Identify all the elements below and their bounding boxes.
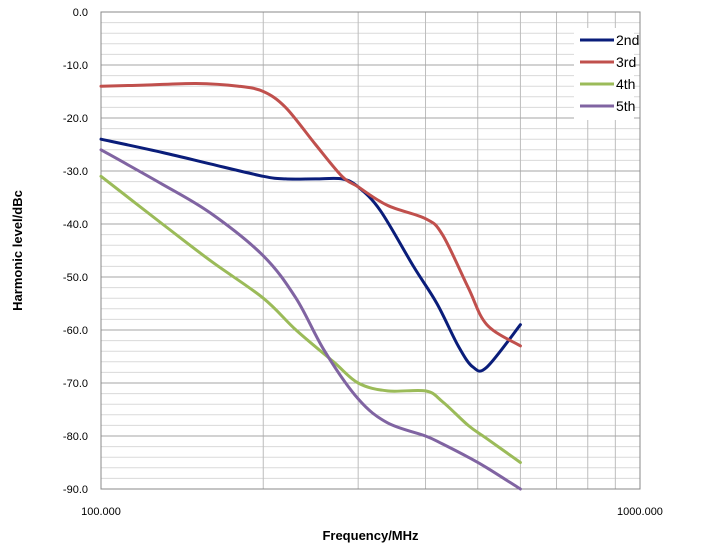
series-line-2nd [99,137,522,373]
y-tick-label: -70.0 [63,378,88,390]
y-tick-label: -90.0 [63,484,88,496]
x-axis-tick-labels: 100.000 1000.000 [81,506,663,518]
legend: 2nd 3rd 4th 5th [574,28,639,120]
plot-area-frame [100,11,641,490]
legend-label-3rd: 3rd [616,54,636,70]
legend-label-2nd: 2nd [616,32,639,48]
y-tick-label: -80.0 [63,431,88,443]
y-tick-label: -50.0 [63,272,88,284]
x-tick-label: 100.000 [81,506,121,518]
series-line-4th [99,174,522,464]
x-axis-title: Frequency/MHz [322,528,419,543]
y-tick-label: -30.0 [63,166,88,178]
series-line-3rd [99,81,522,348]
legend-label-4th: 4th [616,76,635,92]
legend-label-5th: 5th [616,98,635,114]
x-tick-label: 1000.000 [617,506,663,518]
y-tick-label: -10.0 [63,60,88,72]
series-lines [99,81,522,491]
y-axis-title: Harmonic level/dBc [10,190,25,311]
y-tick-label: -20.0 [63,113,88,125]
y-axis-tick-labels: 0.0 -10.0 -20.0 -30.0 -40.0 -50.0 -60.0 -70.0 -8… [63,7,88,496]
y-tick-label: -60.0 [63,325,88,337]
series-line-5th [99,148,522,491]
y-tick-label: -40.0 [63,219,88,231]
y-tick-label: 0.0 [73,7,88,19]
